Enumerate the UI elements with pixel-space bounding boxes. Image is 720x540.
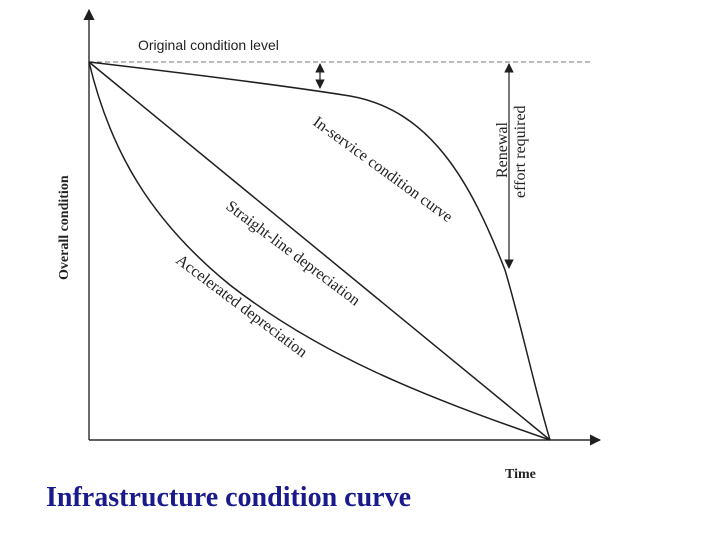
straight-line-depreciation-curve	[88, 61, 551, 441]
straight-line-label: Straight-line depreciation	[223, 198, 363, 310]
renewal-label: Renewal	[494, 121, 511, 178]
in-service-curve-label: In-service condition curve	[310, 113, 456, 225]
effort-required-label: effort required	[512, 105, 529, 198]
condition-curve-diagram: Original condition level Overall conditi…	[57, 8, 602, 480]
in-service-condition-curve	[88, 61, 551, 441]
x-axis-label: Time	[505, 467, 536, 480]
original-condition-label: Original condition level	[138, 37, 279, 53]
caption-title: Infrastructure condition curve	[46, 482, 411, 513]
accelerated-label: Accelerated depreciation	[173, 252, 311, 362]
accelerated-depreciation-curve	[88, 61, 551, 441]
y-axis-label: Overall condition	[57, 175, 72, 280]
